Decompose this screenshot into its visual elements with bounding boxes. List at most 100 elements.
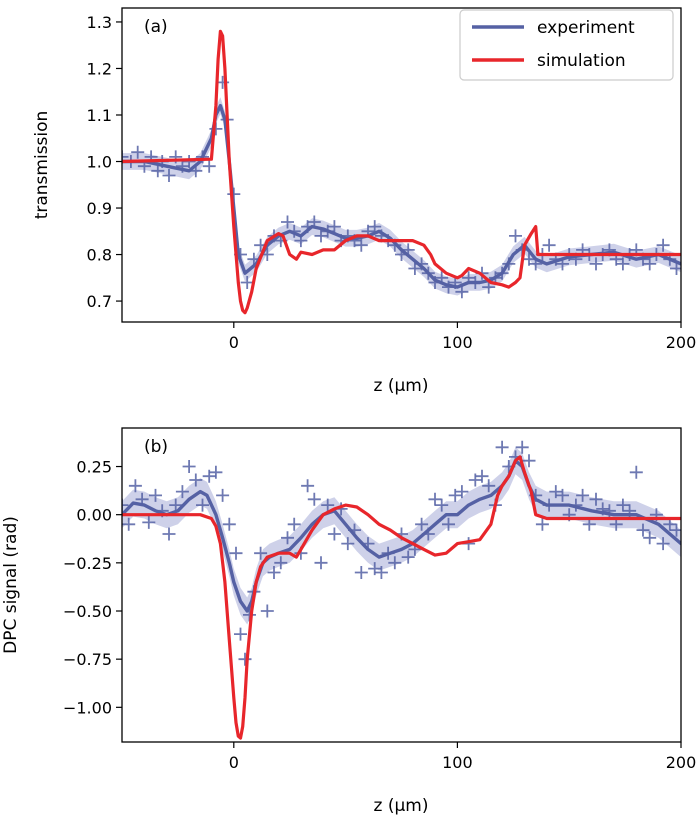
- experiment-data-point-b: [162, 527, 176, 541]
- panel-label-a: (a): [144, 17, 168, 37]
- simulation-line-b: [122, 455, 681, 740]
- experiment-data-point-b: [169, 498, 183, 512]
- experiment-data-point-a: [542, 238, 556, 252]
- experiment-data-point-a: [122, 150, 129, 164]
- experiment-data-point-b: [576, 488, 590, 502]
- experiment-data-point-b: [374, 566, 388, 579]
- legend-label-experiment: experiment: [537, 18, 635, 38]
- experiment-data-point-a: [131, 145, 145, 159]
- experiment-data-point-b: [354, 566, 368, 579]
- experiment-data-point-b: [388, 556, 402, 570]
- y-tick-label-b: 0.00: [76, 506, 112, 525]
- experiment-data-point-b: [307, 492, 321, 506]
- y-tick-label-a: 0.9: [87, 199, 112, 218]
- x-tick-label-b: 0: [229, 753, 239, 772]
- experiment-data-point-a: [314, 229, 328, 243]
- x-tick-label-b: 200: [666, 753, 697, 772]
- experiment-data-point-b: [629, 465, 643, 479]
- experiment-data-point-a: [482, 280, 496, 294]
- experiment-data-point-a: [656, 238, 670, 252]
- y-tick-label-a: 1.2: [87, 59, 112, 78]
- experiment-data-point-a: [589, 257, 603, 271]
- legend: experiment simulation: [459, 9, 674, 81]
- experiment-data-point-b: [455, 485, 469, 499]
- experiment-data-point-b: [522, 454, 536, 468]
- experiment-data-point-b: [287, 517, 301, 531]
- experiment-data-point-a: [162, 169, 176, 182]
- y-tick-label-a: 0.7: [87, 292, 112, 311]
- experiment-data-point-b: [122, 517, 136, 531]
- experiment-data-point-b: [341, 537, 355, 551]
- y-tick-label-a: 1.0: [87, 153, 112, 172]
- experiment-data-point-b: [274, 556, 288, 570]
- x-axis-label-b: z (μm): [374, 796, 429, 816]
- experiment-data-point-a: [240, 276, 254, 289]
- y-tick-label-b: −0.25: [63, 554, 112, 573]
- panel-label-b: (b): [144, 437, 168, 457]
- experiment-data-point-b: [589, 492, 603, 506]
- experiment-data-point-b: [415, 517, 429, 531]
- x-axis-label-a: z (μm): [374, 376, 429, 396]
- experiment-data-point-b: [267, 566, 281, 579]
- experiment-data-point-b: [196, 498, 209, 512]
- x-tick-label-b: 100: [442, 753, 473, 772]
- experiment-data-point-b: [656, 537, 670, 551]
- experiment-data-point-a: [408, 262, 422, 275]
- experiment-data-point-a: [616, 257, 630, 271]
- experiment-data-point-b: [216, 488, 230, 502]
- experiment-data-point-b: [128, 479, 142, 493]
- experiment-data-point-b: [234, 627, 247, 641]
- experiment-data-point-b: [175, 485, 189, 499]
- y-tick-label-b: −0.75: [63, 650, 112, 669]
- experiment-data-point-b: [301, 479, 315, 493]
- experiment-data-point-b: [556, 488, 569, 502]
- experiment-data-point-b: [142, 515, 156, 529]
- x-tick-label-a: 0: [229, 333, 239, 352]
- experiment-data-point-b: [368, 562, 382, 576]
- experiment-data-point-b: [321, 498, 335, 512]
- experiment-data-point-a: [368, 220, 382, 234]
- axes-frame-b: [121, 427, 682, 743]
- experiment-data-point-b: [549, 485, 563, 499]
- experiment-data-point-b: [515, 440, 529, 454]
- experiment-data-point-b: [535, 517, 549, 531]
- experiment-data-point-b: [254, 546, 268, 560]
- y-tick-label-b: 0.25: [76, 458, 112, 477]
- x-tick-label-a: 100: [442, 333, 473, 352]
- experiment-data-point-b: [636, 523, 650, 537]
- experiment-data-point-a: [281, 215, 294, 229]
- x-tick-label-a: 200: [666, 333, 697, 352]
- experiment-data-point-b: [428, 492, 442, 506]
- experiment-data-point-b: [202, 469, 216, 483]
- experiment-data-point-b: [222, 517, 236, 531]
- panel-b-dpc-chart: 0 100 200−1.00−0.75−0.50−0.250.000.25 (b) …: [1, 427, 697, 816]
- experiment-data-point-b: [468, 473, 482, 487]
- experiment-data-point-a: [151, 164, 165, 178]
- experiment-data-point-a: [354, 238, 368, 252]
- simulation-line-a: [122, 29, 681, 315]
- experiment-data-point-b: [209, 465, 223, 479]
- experiment-data-point-b: [189, 473, 203, 487]
- plot-area-b: [122, 428, 681, 742]
- experiment-data-point-b: [281, 531, 294, 545]
- experiment-data-point-b: [435, 498, 449, 512]
- experiment-data-point-b: [122, 498, 129, 512]
- experiment-data-point-a: [455, 285, 469, 299]
- y-tick-label-a: 0.8: [87, 246, 112, 265]
- experiment-data-point-a: [327, 220, 341, 234]
- y-tick-label-b: −1.00: [63, 698, 112, 717]
- experiment-data-point-a: [643, 257, 657, 271]
- experiment-data-point-b: [448, 488, 462, 502]
- experiment-data-point-b: [182, 460, 196, 473]
- experiment-data-point-b: [229, 546, 243, 560]
- experiment-data-point-a: [509, 229, 522, 243]
- experiment-data-point-b: [238, 652, 252, 666]
- y-tick-label-a: 1.3: [87, 13, 112, 32]
- experiment-data-point-a: [202, 159, 216, 173]
- y-axis-label-b: DPC signal (rad): [1, 516, 21, 654]
- y-tick-label-a: 1.1: [87, 106, 112, 125]
- experiment-data-point-b: [442, 517, 455, 531]
- experiment-data-point-b: [260, 604, 274, 618]
